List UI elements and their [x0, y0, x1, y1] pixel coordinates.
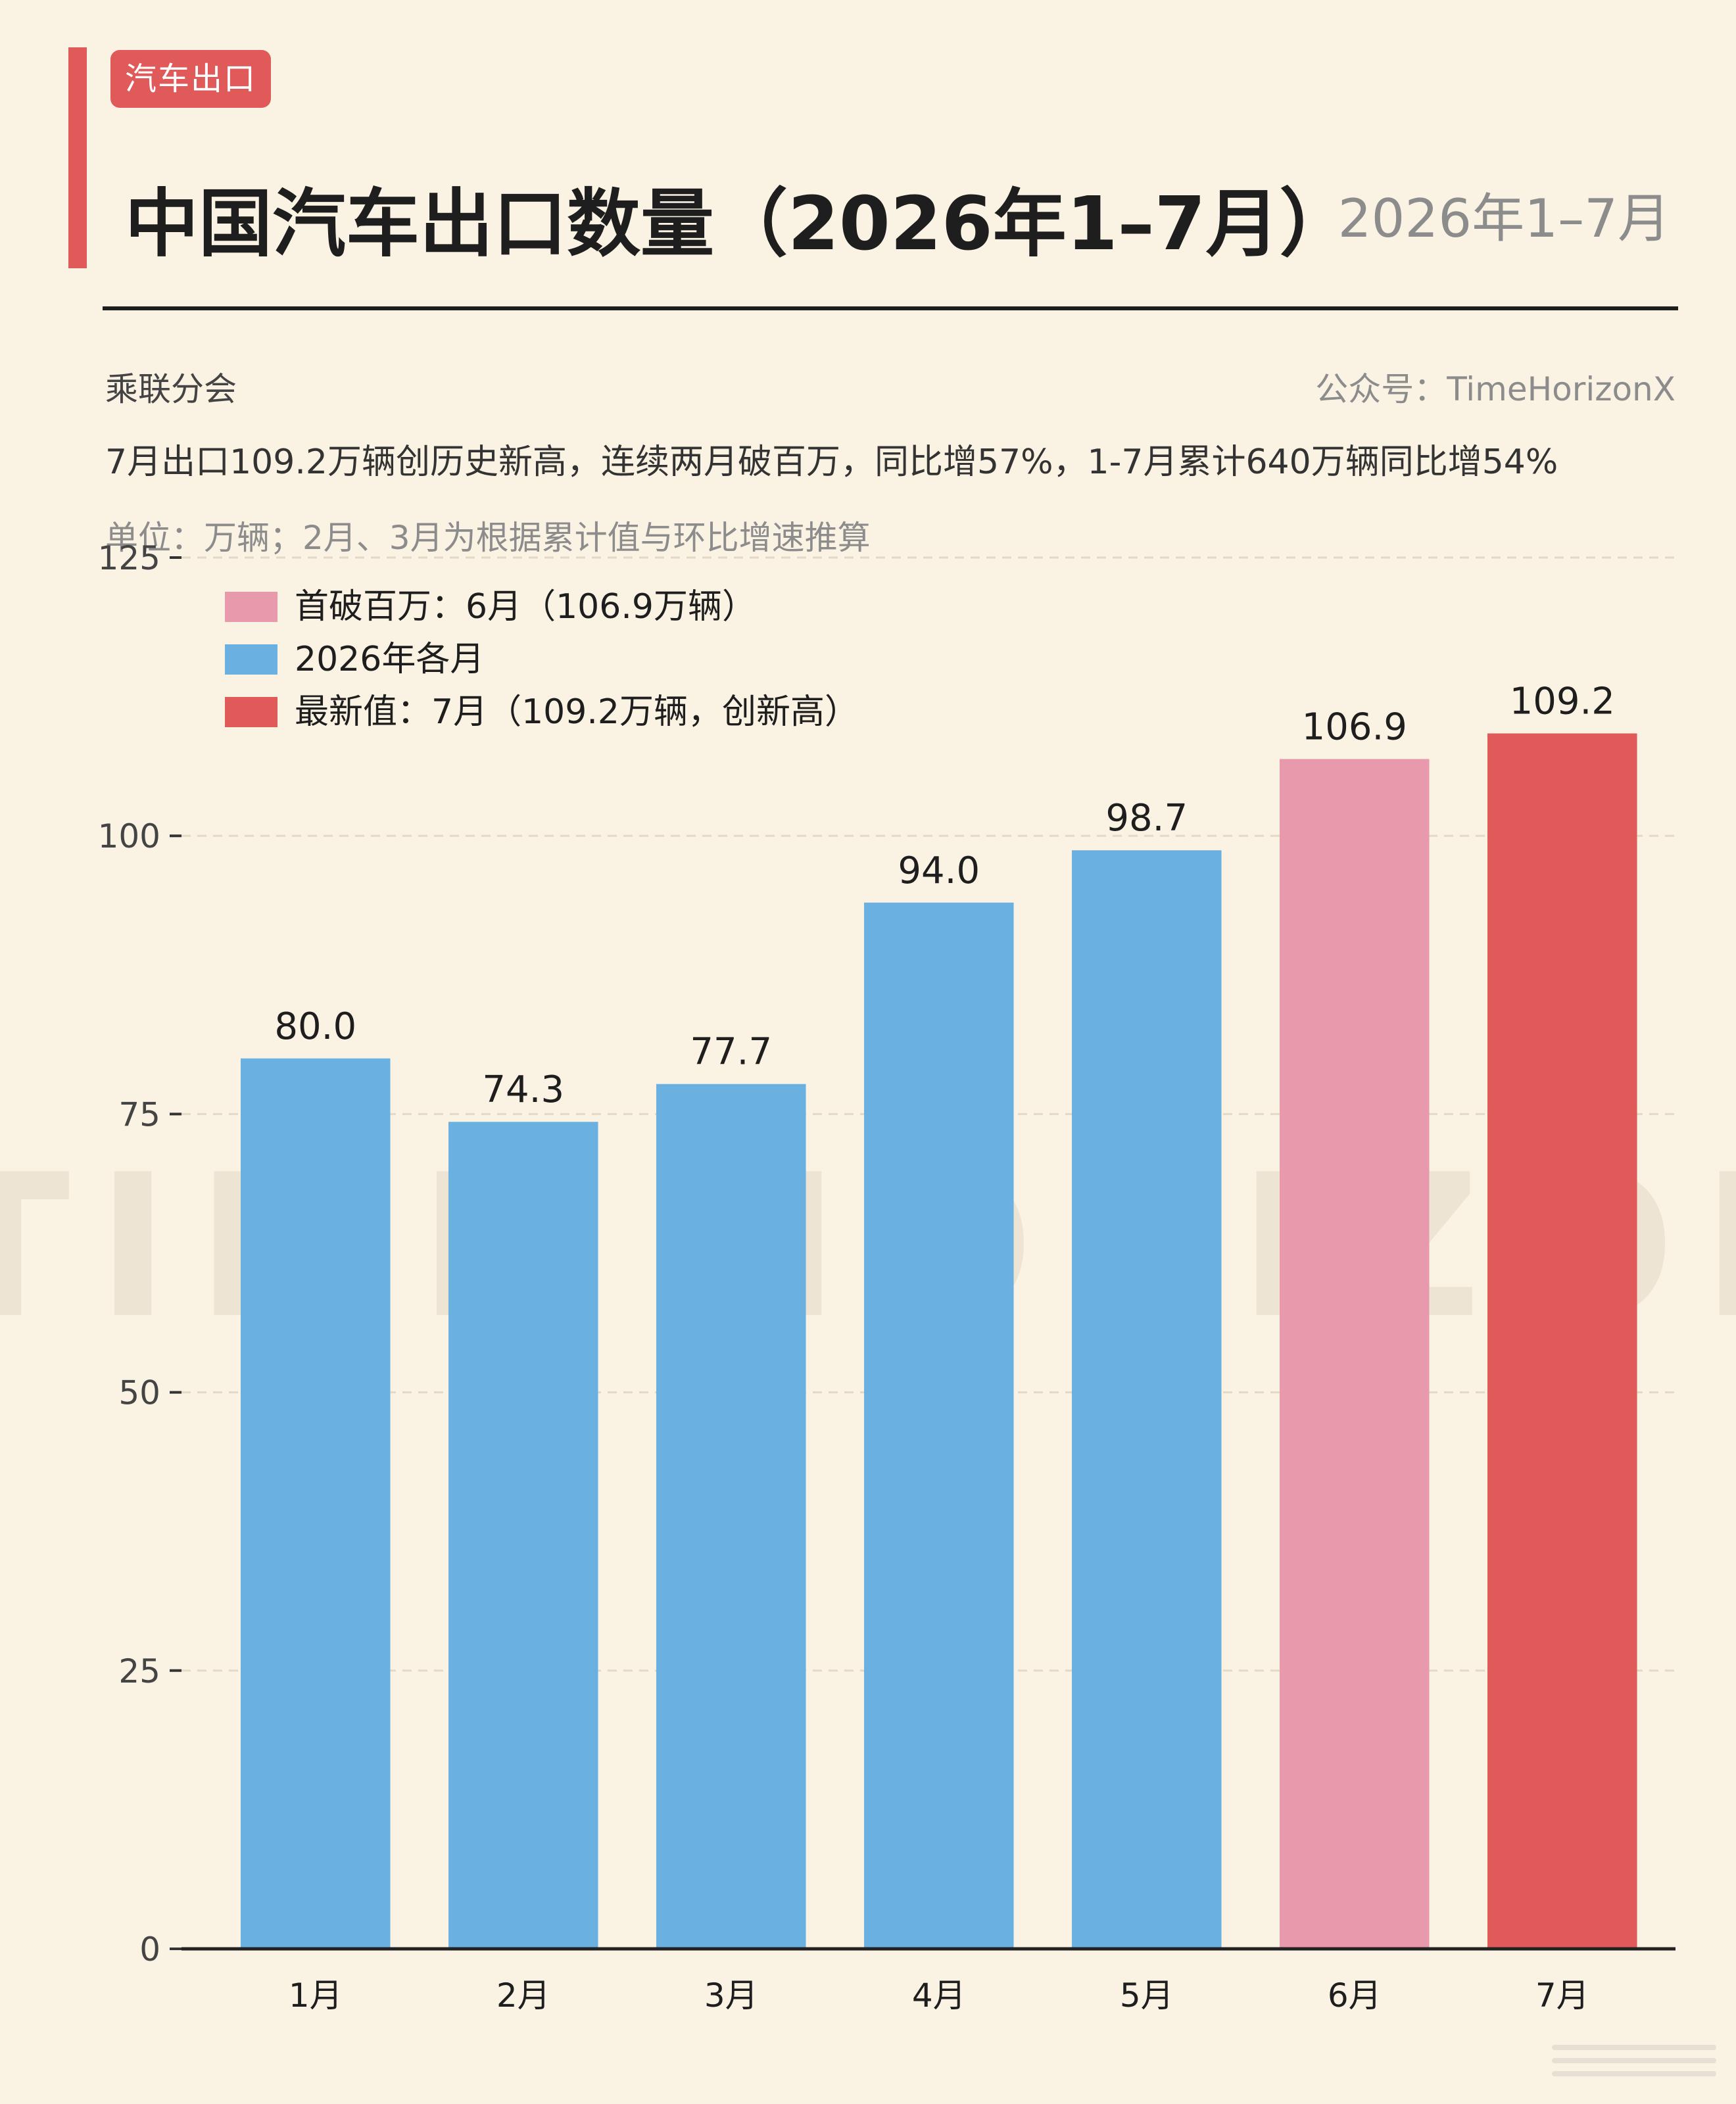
- header-divider: [103, 306, 1678, 310]
- legend-label: 最新值：7月（109.2万辆，创新高）: [295, 692, 859, 732]
- x-tick-label: 7月: [1535, 1976, 1589, 2015]
- headline-text: 7月出口109.2万辆创历史新高，连续两月破百万，同比增57%，1-7月累计64…: [105, 442, 1558, 482]
- legend-swatch: [225, 592, 277, 622]
- y-axis: 0 25 50 75 100 125: [98, 539, 181, 1969]
- x-axis: 1月 2月 3月 4月 5月 6月 7月: [181, 1947, 1676, 2015]
- legend-label: 2026年各月: [295, 640, 484, 679]
- accent-bar: [68, 47, 87, 268]
- x-tick-label: 2月: [496, 1976, 550, 2015]
- x-tick-label: 6月: [1328, 1976, 1382, 2015]
- data-label: 94.0: [898, 849, 980, 892]
- period-label: 2026年1–7月: [1338, 188, 1670, 249]
- bar-3: [656, 1084, 806, 1949]
- bar-7: [1487, 733, 1637, 1949]
- data-label: 98.7: [1105, 797, 1188, 840]
- y-tick-label: 0: [139, 1930, 160, 1969]
- legend-swatch: [225, 697, 277, 727]
- bar-1: [241, 1058, 391, 1949]
- y-tick-label: 75: [118, 1095, 160, 1134]
- data-label: 80.0: [274, 1005, 356, 1048]
- legend-swatch: [225, 644, 277, 675]
- bar-6: [1280, 759, 1430, 1949]
- bar-4: [864, 902, 1014, 1949]
- legend-label: 首破百万：6月（106.9万辆）: [295, 587, 756, 627]
- data-label: 77.7: [690, 1031, 772, 1074]
- y-tick-label: 125: [98, 539, 160, 577]
- y-tick-label: 50: [118, 1374, 160, 1412]
- x-tick-label: 3月: [704, 1976, 758, 2015]
- data-label: 74.3: [482, 1068, 564, 1111]
- data-label: 109.2: [1510, 680, 1615, 723]
- legend: 首破百万：6月（106.9万辆） 2026年各月最新值：7月（109.2万辆，创新…: [225, 587, 859, 732]
- x-tick-label: 5月: [1120, 1976, 1174, 2015]
- data-label: 106.9: [1302, 705, 1407, 748]
- scroll-indicator: [1552, 2045, 1716, 2084]
- bar-2: [448, 1122, 598, 1949]
- y-tick-label: 100: [98, 817, 160, 855]
- y-tick-label: 25: [118, 1652, 160, 1690]
- bars: 80.0 74.3 77.7 94.0 98.7 106.9 109.2: [241, 680, 1637, 1949]
- x-tick-label: 4月: [912, 1976, 966, 2015]
- account-label: 公众号：TimeHorizonX: [1315, 370, 1676, 408]
- source-label: 乘联分会: [105, 370, 237, 408]
- category-tag: 汽车出口: [110, 50, 272, 108]
- bar-5: [1072, 850, 1222, 1949]
- x-tick-label: 1月: [289, 1976, 343, 2015]
- unit-note: 单位：万辆；2月、3月为根据累计值与环比增速推算: [105, 519, 871, 557]
- chart-title: 中国汽车出口数量（2026年1–7月）: [125, 181, 1353, 267]
